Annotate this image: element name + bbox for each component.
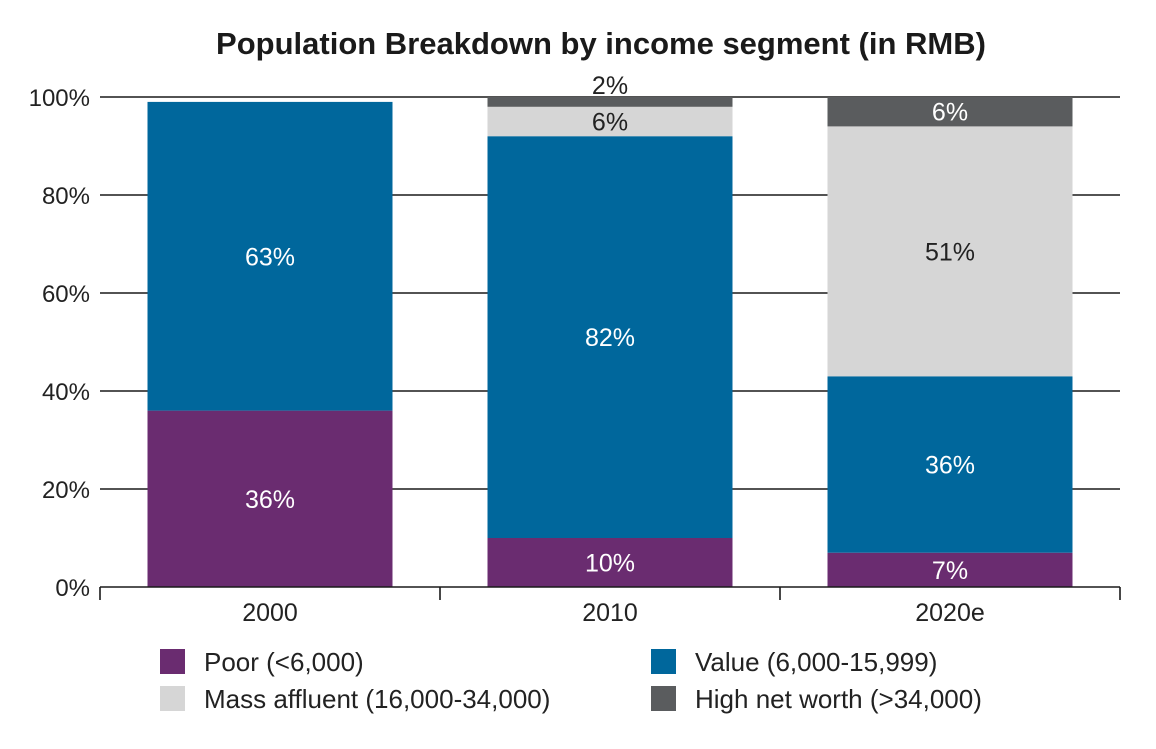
- legend-swatch: [651, 649, 676, 674]
- legend-label: Poor (<6,000): [204, 647, 364, 677]
- legend-swatch: [651, 686, 676, 711]
- data-label: 6%: [932, 99, 968, 127]
- bar-segment: [827, 552, 1073, 587]
- y-tick-label: 20%: [42, 477, 90, 504]
- bar-segment: [827, 376, 1073, 553]
- data-label: 2%: [592, 72, 628, 100]
- bar-segment: [487, 97, 733, 107]
- legend-label: Mass affluent (16,000-34,000): [204, 684, 550, 714]
- y-tick-label: 60%: [42, 281, 90, 308]
- legend-label: High net worth (>34,000): [695, 684, 982, 714]
- bar-segment: [827, 126, 1073, 377]
- data-label: 7%: [932, 557, 968, 585]
- data-label: 51%: [925, 238, 975, 266]
- x-tick-label: 2010: [582, 599, 638, 627]
- data-label: 6%: [592, 109, 628, 137]
- bar-segment: [487, 106, 733, 137]
- bar-segment: [827, 97, 1073, 127]
- y-tick-label: 40%: [42, 379, 90, 406]
- data-label: 63%: [245, 243, 295, 271]
- legend-swatch: [160, 686, 185, 711]
- legend-label: Value (6,000-15,999): [695, 647, 937, 677]
- y-tick-label: 0%: [55, 575, 90, 602]
- x-tick-label: 2020e: [915, 599, 985, 627]
- data-label: 10%: [585, 550, 635, 578]
- legend-swatch: [160, 649, 185, 674]
- x-tick-label: 2000: [242, 599, 298, 627]
- data-label: 36%: [245, 486, 295, 514]
- y-tick-label: 100%: [29, 85, 90, 112]
- data-label: 36%: [925, 452, 975, 480]
- bar-segment: [147, 410, 393, 587]
- bar-segment: [147, 101, 393, 411]
- chart-title: Population Breakdown by income segment (…: [216, 26, 986, 61]
- data-label: 82%: [585, 324, 635, 352]
- bar-segment: [487, 538, 733, 587]
- bar-segment: [487, 136, 733, 538]
- y-tick-label: 80%: [42, 183, 90, 210]
